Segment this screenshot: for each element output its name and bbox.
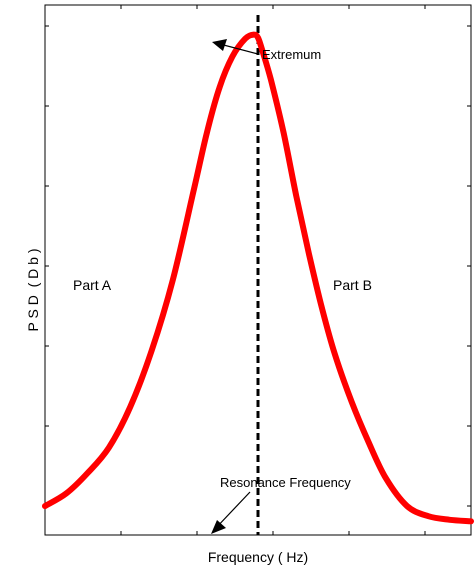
resonance-arrow [211, 491, 251, 534]
extremum-label: Extremum [262, 47, 321, 62]
y-axis-label: P S D ( D b ) [25, 249, 41, 332]
part-b-label: Part B [333, 277, 372, 293]
psd-curve [42, 31, 474, 525]
resonance-label: Resonance Frequency [220, 475, 351, 490]
extremum-arrow [212, 39, 259, 55]
x-axis-label: Frequency ( Hz) [208, 549, 308, 565]
part-a-label: Part A [73, 277, 112, 293]
